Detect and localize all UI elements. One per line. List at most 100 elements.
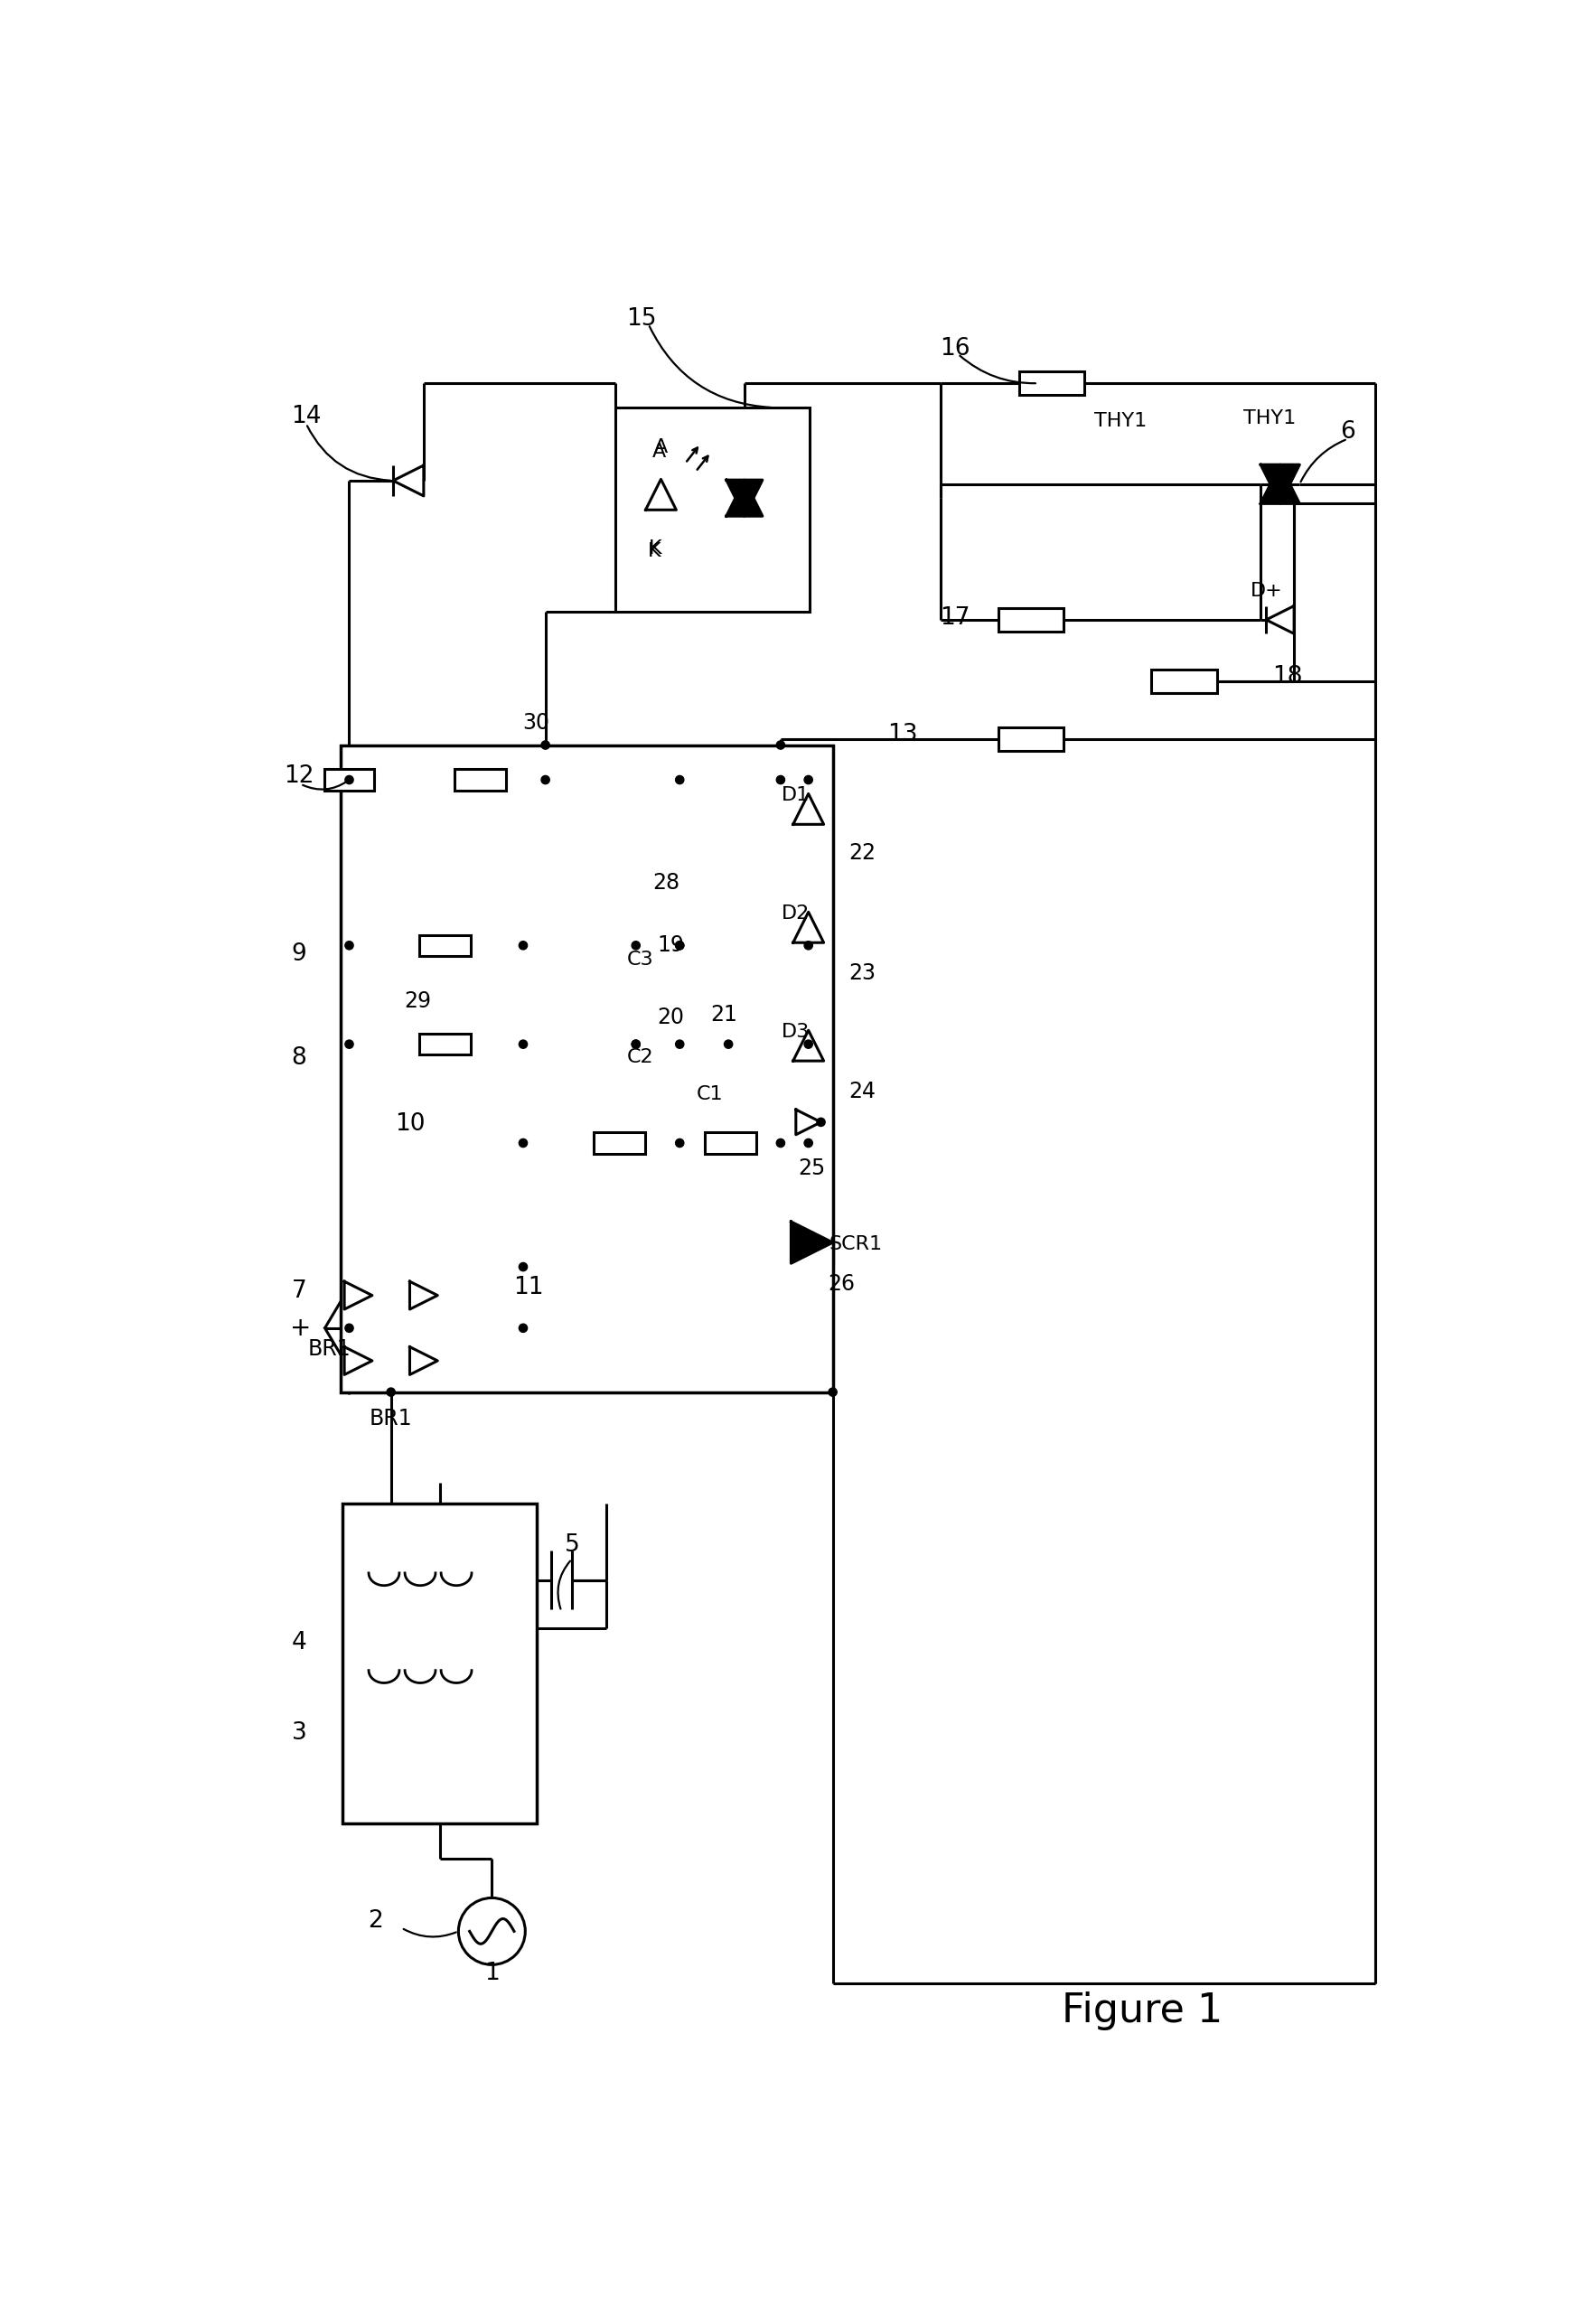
Text: D2: D2 xyxy=(782,904,809,923)
Text: 5: 5 xyxy=(564,1534,580,1557)
Circle shape xyxy=(776,776,785,783)
Circle shape xyxy=(519,1139,527,1148)
Circle shape xyxy=(519,1262,527,1271)
Text: C3: C3 xyxy=(626,951,653,969)
Text: 28: 28 xyxy=(652,872,679,895)
Polygon shape xyxy=(792,1222,833,1264)
Text: 12: 12 xyxy=(284,765,314,788)
Polygon shape xyxy=(409,1281,438,1308)
Text: 6: 6 xyxy=(1340,421,1356,444)
Bar xyxy=(1020,372,1085,395)
Circle shape xyxy=(519,1041,527,1048)
Polygon shape xyxy=(344,1348,373,1376)
Bar xyxy=(999,609,1064,632)
Text: D3: D3 xyxy=(782,1023,809,1041)
Bar xyxy=(704,1132,757,1153)
Text: 13: 13 xyxy=(887,723,918,746)
Circle shape xyxy=(776,741,785,748)
Circle shape xyxy=(804,1139,812,1148)
Text: 10: 10 xyxy=(395,1113,425,1136)
Polygon shape xyxy=(793,911,824,944)
Circle shape xyxy=(346,1325,354,1332)
Circle shape xyxy=(675,1139,683,1148)
Circle shape xyxy=(519,941,527,951)
Text: THY1: THY1 xyxy=(1244,409,1297,428)
Circle shape xyxy=(346,1041,354,1048)
Polygon shape xyxy=(1260,465,1300,504)
Text: K: K xyxy=(647,541,661,560)
Text: 9: 9 xyxy=(292,941,307,964)
Text: BR1: BR1 xyxy=(307,1339,350,1360)
Circle shape xyxy=(459,1899,526,1964)
Text: BR1: BR1 xyxy=(370,1408,413,1429)
Circle shape xyxy=(632,941,640,951)
Bar xyxy=(419,1034,472,1055)
Circle shape xyxy=(387,1387,395,1397)
Bar xyxy=(342,1504,537,1824)
Circle shape xyxy=(519,1325,527,1332)
Text: D1: D1 xyxy=(782,786,809,804)
Text: A: A xyxy=(652,442,666,460)
Text: 24: 24 xyxy=(849,1081,876,1102)
Text: +: + xyxy=(290,1315,311,1341)
Text: 8: 8 xyxy=(292,1046,307,1069)
Circle shape xyxy=(346,941,354,951)
Text: 25: 25 xyxy=(798,1157,825,1178)
Polygon shape xyxy=(793,795,824,825)
Text: D+: D+ xyxy=(1251,581,1282,600)
Polygon shape xyxy=(796,1109,820,1134)
Text: 4: 4 xyxy=(292,1631,307,1655)
Circle shape xyxy=(346,776,354,783)
Circle shape xyxy=(632,1041,640,1048)
Polygon shape xyxy=(726,481,763,516)
Circle shape xyxy=(776,1139,785,1148)
Circle shape xyxy=(675,941,683,951)
Polygon shape xyxy=(409,1348,438,1376)
Text: A: A xyxy=(655,439,667,456)
Circle shape xyxy=(632,1041,640,1048)
Bar xyxy=(341,746,833,1392)
Circle shape xyxy=(675,941,683,951)
Text: 19: 19 xyxy=(658,934,683,955)
Text: 16: 16 xyxy=(940,337,970,360)
Circle shape xyxy=(828,1387,836,1397)
Text: 29: 29 xyxy=(405,990,432,1011)
Polygon shape xyxy=(645,479,675,509)
Circle shape xyxy=(817,1118,825,1127)
Text: 22: 22 xyxy=(849,841,876,865)
Text: 21: 21 xyxy=(710,1004,738,1025)
Bar xyxy=(615,407,809,611)
Bar xyxy=(999,727,1064,751)
Text: 26: 26 xyxy=(828,1274,855,1294)
Bar xyxy=(594,1132,645,1153)
Text: SCR1: SCR1 xyxy=(828,1236,883,1253)
Text: 23: 23 xyxy=(849,962,876,983)
Circle shape xyxy=(675,1041,683,1048)
Text: 17: 17 xyxy=(940,607,970,630)
Text: C2: C2 xyxy=(626,1048,653,1067)
Text: 18: 18 xyxy=(1271,665,1301,688)
Text: 14: 14 xyxy=(292,404,322,428)
Text: Figure 1: Figure 1 xyxy=(1063,1992,1223,2031)
Bar xyxy=(1152,669,1217,693)
Circle shape xyxy=(725,1041,733,1048)
Text: 7: 7 xyxy=(292,1281,307,1304)
Text: C1: C1 xyxy=(696,1085,723,1104)
Text: THY1: THY1 xyxy=(1094,411,1147,430)
Polygon shape xyxy=(1266,607,1294,634)
Text: 20: 20 xyxy=(656,1006,685,1030)
Bar xyxy=(323,769,374,790)
Circle shape xyxy=(804,941,812,951)
Bar xyxy=(419,934,472,955)
Polygon shape xyxy=(1260,465,1300,504)
Circle shape xyxy=(675,776,683,783)
Circle shape xyxy=(804,776,812,783)
Text: 2: 2 xyxy=(368,1908,384,1934)
Polygon shape xyxy=(726,481,763,516)
Bar xyxy=(454,769,505,790)
Circle shape xyxy=(542,741,550,748)
Text: 1: 1 xyxy=(484,1961,500,1985)
Text: 3: 3 xyxy=(292,1722,307,1745)
Text: 15: 15 xyxy=(626,307,656,330)
Polygon shape xyxy=(344,1281,373,1308)
